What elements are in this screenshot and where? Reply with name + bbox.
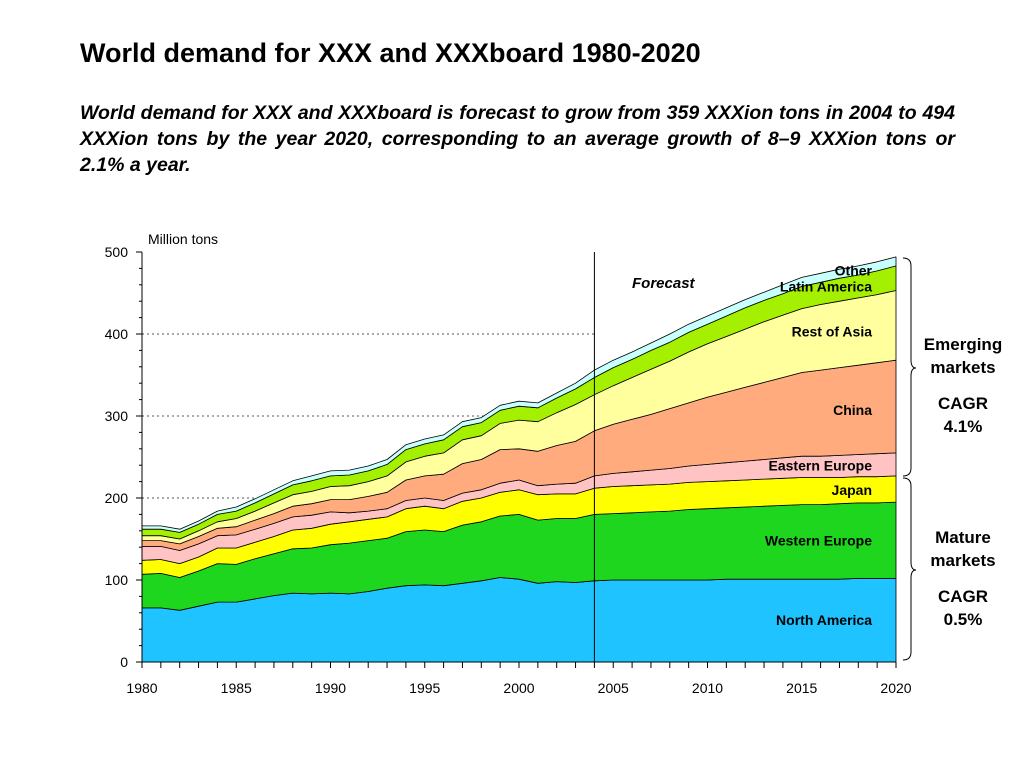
series-labels: North America Western Europe Japan Eastern …: [765, 262, 873, 628]
series-label-other: Other: [835, 262, 873, 278]
emerging-cagr-value: 4.1%: [944, 417, 983, 436]
x-tick-label-2005: 2005: [598, 680, 629, 696]
forecast-label: Forecast: [632, 275, 696, 292]
x-tick-label-2010: 2010: [692, 680, 723, 696]
series-label-china: China: [833, 402, 872, 418]
mature-markets-label-1: Mature: [935, 528, 991, 547]
mature-markets-brace: [902, 477, 917, 661]
x-tick-label-2000: 2000: [503, 680, 534, 696]
y-tick-label-0: 0: [120, 654, 128, 670]
y-tick-label-400: 400: [105, 326, 129, 342]
mature-cagr-label: CAGR: [938, 587, 988, 606]
y-tick-label-300: 300: [105, 408, 129, 424]
x-tick-label-2015: 2015: [786, 680, 817, 696]
series-areas: [141, 256, 897, 663]
chart-title: World demand for XXX and XXXboard 1980-2…: [80, 38, 701, 68]
series-label-japan: Japan: [832, 482, 872, 498]
y-axis-unit-label: Million tons: [148, 231, 218, 247]
mature-cagr-value: 0.5%: [944, 610, 983, 629]
y-tick-label-100: 100: [105, 572, 129, 588]
emerging-markets-group: Emerging markets CAGR 4.1%: [902, 257, 1002, 477]
emerging-cagr-label: CAGR: [938, 394, 988, 413]
x-tick-label-1980: 1980: [126, 680, 157, 696]
emerging-markets-label-1: Emerging: [924, 335, 1002, 354]
axes: 0 100 200 300 400 500 1980 1985 1990 1995 2000 2005…: [105, 244, 912, 696]
mature-markets-group: Mature markets CAGR 0.5%: [902, 477, 996, 661]
emerging-markets-brace: [902, 257, 917, 477]
chart-subtitle: World demand for XXX and XXXboard is for…: [80, 102, 955, 176]
series-label-north-america: North America: [776, 612, 872, 628]
x-tick-label-1995: 1995: [409, 680, 440, 696]
series-label-latin-america: Latin America: [780, 278, 872, 294]
x-tick-label-2020: 2020: [880, 680, 911, 696]
x-tick-label-1990: 1990: [315, 680, 346, 696]
series-label-western-europe: Western Europe: [765, 533, 872, 549]
y-tick-label-500: 500: [105, 244, 129, 260]
x-tick-label-1985: 1985: [221, 680, 252, 696]
area-other: [141, 256, 897, 533]
series-label-eastern-europe: Eastern Europe: [769, 458, 873, 474]
mature-markets-label-2: markets: [930, 551, 995, 570]
y-tick-label-200: 200: [105, 490, 129, 506]
series-label-rest-of-asia: Rest of Asia: [792, 324, 873, 340]
emerging-markets-label-2: markets: [930, 358, 995, 377]
